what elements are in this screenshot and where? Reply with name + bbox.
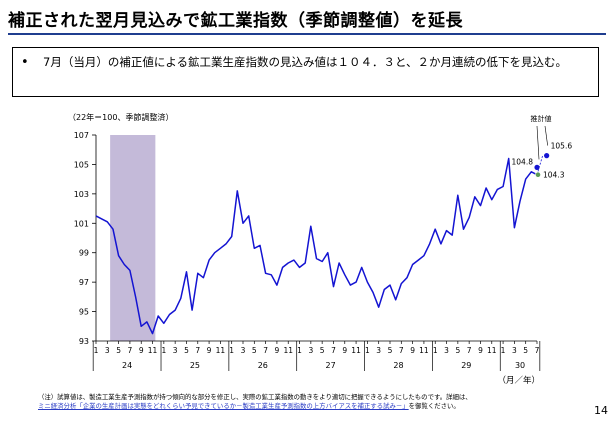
title-rule	[8, 33, 606, 35]
x-tick-label: 5	[320, 346, 325, 355]
footnote-link[interactable]: ミニ経済分析「企業の生産計画は実態をどれくらい予見できているか－製造工業生産予測…	[38, 402, 409, 410]
x-tick-label: 3	[241, 346, 246, 355]
y-tick-label: 95	[79, 308, 89, 317]
y-tick-label: 107	[74, 131, 89, 140]
x-tick-label: 11	[351, 346, 361, 355]
forecast-point	[544, 153, 550, 159]
x-tick-label: 7	[535, 346, 540, 355]
x-tick-label: 9	[478, 346, 483, 355]
x-tick-label: 11	[283, 346, 293, 355]
x-tick-label: 9	[207, 346, 212, 355]
x-tick-label: 1	[501, 346, 506, 355]
slide-title: 補正された翌月見込みで鉱工業指数（季節調整値）を延長	[8, 11, 463, 31]
year-label: 27	[326, 361, 336, 370]
year-label: 24	[122, 361, 132, 370]
summary-text: 7月（当月）の補正値による鉱工業生産指数の見込み値は１０４．３と、２か月連続の低…	[43, 55, 568, 69]
x-tick-label: 11	[419, 346, 429, 355]
x-tick-label: 5	[116, 346, 121, 355]
year-label: 28	[393, 361, 403, 370]
x-tick-label: 7	[195, 346, 200, 355]
forecast-point	[534, 164, 540, 170]
x-tick-label: 7	[263, 346, 268, 355]
x-tick-label: 3	[444, 346, 449, 355]
x-tick-label: 1	[229, 346, 234, 355]
x-tick-label: 7	[467, 346, 472, 355]
y-tick-label: 93	[79, 337, 89, 346]
year-label: 29	[461, 361, 471, 370]
forecast-point	[535, 171, 541, 178]
x-tick-label: 9	[410, 346, 415, 355]
annotation-arrow	[536, 125, 540, 160]
x-tick-label: 1	[161, 346, 166, 355]
bullet-dot: •	[21, 55, 29, 70]
x-tick-label: 11	[216, 346, 226, 355]
annotation-arrow	[544, 125, 548, 146]
x-tick-label: 11	[148, 346, 158, 355]
x-tick-label: 5	[184, 346, 189, 355]
x-tick-label: 1	[365, 346, 370, 355]
y-tick-label: 103	[74, 190, 89, 199]
x-tick-label: 5	[523, 346, 528, 355]
x-tick-label: 11	[487, 346, 497, 355]
point-label: 104.3	[543, 171, 565, 180]
y-tick-label: 101	[74, 219, 89, 228]
x-tick-label: 9	[139, 346, 144, 355]
unit-note: （22年＝100、季節調整済）	[68, 112, 173, 122]
x-tick-label: 1	[433, 346, 438, 355]
x-tick-label: 9	[275, 346, 280, 355]
y-tick-label: 99	[79, 249, 89, 258]
x-tick-label: 1	[297, 346, 302, 355]
point-label: 104.8	[512, 157, 534, 166]
x-axis-label: （月／年）	[497, 375, 540, 386]
x-tick-label: 1	[94, 346, 99, 355]
x-tick-label: 3	[105, 346, 110, 355]
x-tick-label: 7	[399, 346, 404, 355]
year-label: 25	[190, 361, 200, 370]
x-tick-label: 3	[376, 346, 381, 355]
footnote-line1: （注）試算値は、製造工業生産予測指数が持つ傾向的な部分を修正し、実際の鉱工業指数…	[38, 393, 472, 401]
x-tick-label: 9	[342, 346, 347, 355]
x-tick-label: 5	[252, 346, 257, 355]
footnote: （注）試算値は、製造工業生産予測指数が持つ傾向的な部分を修正し、実際の鉱工業指数…	[38, 393, 598, 411]
point-label: 105.6	[551, 142, 573, 151]
x-tick-label: 5	[455, 346, 460, 355]
year-label: 26	[258, 361, 268, 370]
footnote-suffix: を御覧ください。	[408, 402, 460, 410]
y-tick-label: 97	[79, 278, 89, 287]
x-tick-label: 7	[331, 346, 336, 355]
summary-box: • 7月（当月）の補正値による鉱工業生産指数の見込み値は１０４．３と、２か月連続…	[12, 47, 599, 97]
x-tick-label: 3	[173, 346, 178, 355]
shaded-period	[110, 135, 156, 341]
estimate-annotation: 推計値	[531, 114, 552, 123]
page-number: 14	[594, 404, 608, 417]
x-tick-label: 3	[512, 346, 517, 355]
series-line	[95, 157, 538, 335]
y-tick-label: 105	[74, 160, 89, 169]
x-tick-label: 5	[388, 346, 393, 355]
year-label: 30	[515, 361, 525, 370]
x-tick-label: 7	[128, 346, 133, 355]
x-tick-label: 3	[308, 346, 313, 355]
footnote-line2: ミニ経済分析「企業の生産計画は実態をどれくらい予見できているか－製造工業生産予測…	[38, 402, 598, 411]
